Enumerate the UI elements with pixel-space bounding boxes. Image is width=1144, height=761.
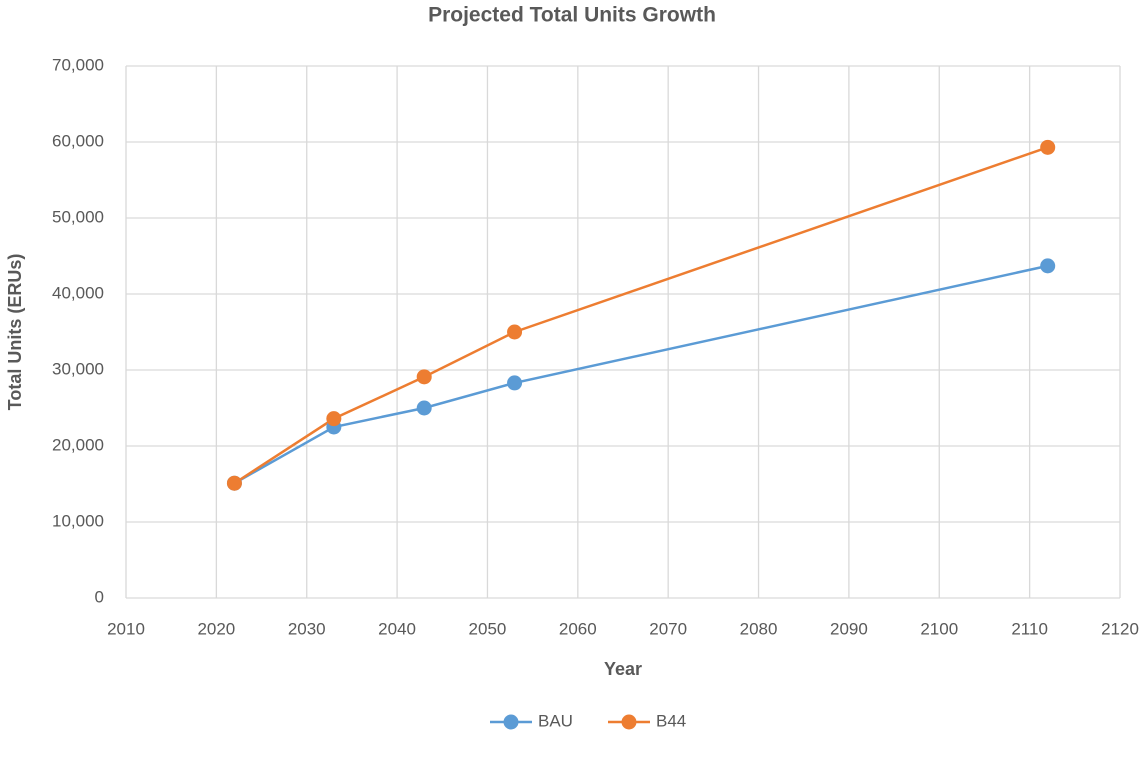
y-tick-label: 60,000 <box>52 131 104 150</box>
y-tick-label: 50,000 <box>52 207 104 226</box>
legend-marker <box>503 714 519 730</box>
y-tick-label: 0 <box>95 587 104 606</box>
y-tick-label: 70,000 <box>52 55 104 74</box>
y-tick-label: 30,000 <box>52 359 104 378</box>
y-tick-label: 10,000 <box>52 511 104 530</box>
legend-label: B44 <box>656 711 686 730</box>
data-point <box>416 400 432 416</box>
legend-label: BAU <box>538 711 573 730</box>
data-point <box>1040 258 1056 274</box>
x-tick-label: 2050 <box>469 619 507 638</box>
data-point <box>416 369 432 385</box>
x-axis-label: Year <box>604 659 642 679</box>
x-tick-label: 2120 <box>1101 619 1139 638</box>
x-tick-label: 2030 <box>288 619 326 638</box>
data-point <box>1040 139 1056 155</box>
legend-marker <box>621 714 637 730</box>
y-axis-label: Total Units (ERUs) <box>5 254 25 411</box>
x-tick-label: 2110 <box>1011 619 1048 638</box>
chart-title: Projected Total Units Growth <box>428 4 716 27</box>
series-line <box>233 146 1049 485</box>
y-tick-label: 20,000 <box>52 435 104 454</box>
data-point <box>326 411 342 427</box>
data-point <box>226 475 242 491</box>
x-tick-label: 2060 <box>559 619 597 638</box>
series-line <box>233 264 1048 485</box>
x-tick-label: 2080 <box>740 619 778 638</box>
y-tick-label: 40,000 <box>52 283 104 302</box>
x-tick-label: 2090 <box>830 619 868 638</box>
x-tick-label: 2100 <box>920 619 958 638</box>
data-point <box>507 375 523 391</box>
x-tick-label: 2040 <box>378 619 416 638</box>
x-tick-label: 2070 <box>649 619 687 638</box>
data-point <box>507 324 523 340</box>
x-tick-label: 2010 <box>107 619 145 638</box>
x-tick-label: 2020 <box>197 619 235 638</box>
